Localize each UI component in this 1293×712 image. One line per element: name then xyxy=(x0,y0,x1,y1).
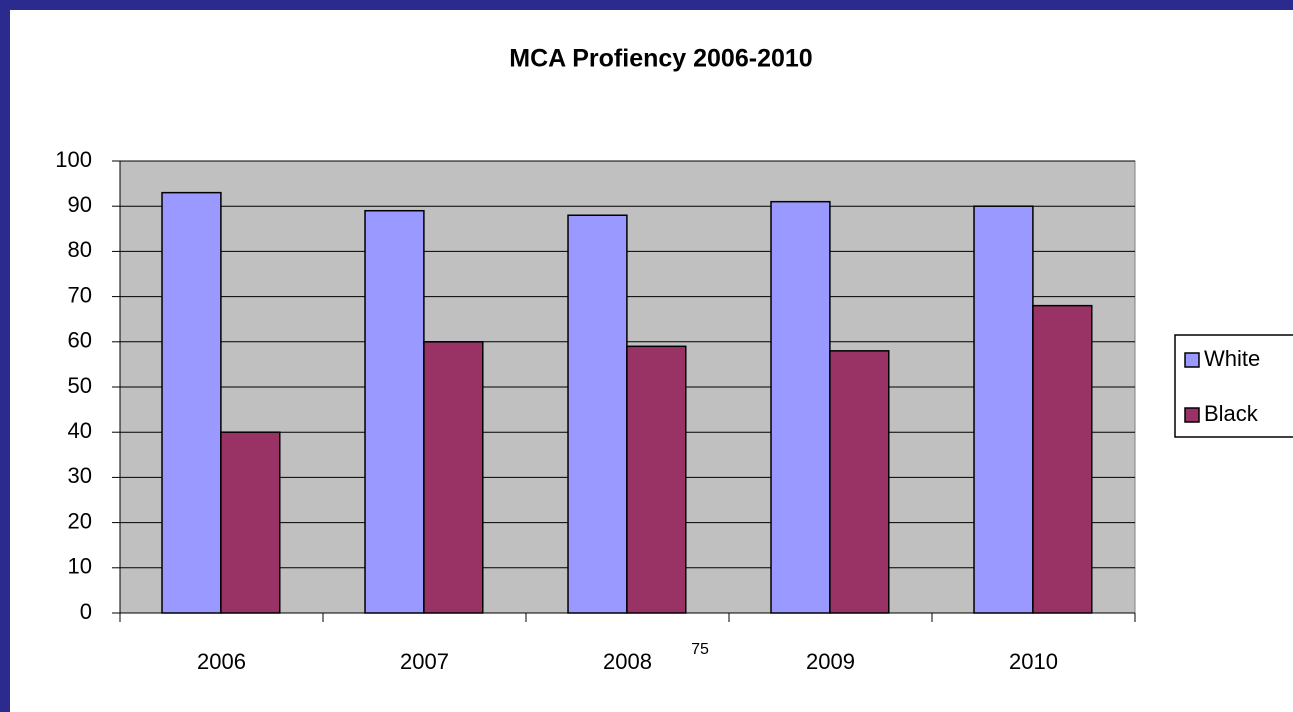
x-tick-label: 2007 xyxy=(400,649,449,674)
y-tick-label: 70 xyxy=(68,282,92,307)
bar xyxy=(1032,304,1093,614)
bar xyxy=(364,209,425,614)
bar xyxy=(567,214,628,614)
x-tick-label: 2006 xyxy=(197,649,246,674)
legend-label: White xyxy=(1204,346,1260,371)
bar xyxy=(220,431,281,614)
y-tick-label: 100 xyxy=(55,147,92,172)
y-tick-label: 40 xyxy=(68,418,92,443)
y-tick-label: 60 xyxy=(68,328,92,353)
legend-label: Black xyxy=(1204,401,1259,426)
bar xyxy=(626,345,687,614)
chart-title: MCA Profiency 2006-2010 xyxy=(509,45,812,73)
slide-number: 75 xyxy=(691,641,709,658)
x-tick-label: 2010 xyxy=(1009,649,1058,674)
y-tick-label: 50 xyxy=(68,373,92,398)
x-tick-label: 2008 xyxy=(603,649,652,674)
legend-swatch xyxy=(1184,352,1200,368)
y-tick-label: 0 xyxy=(80,599,92,624)
bar xyxy=(423,341,484,614)
y-tick-label: 20 xyxy=(68,508,92,533)
bar xyxy=(161,191,222,614)
y-tick-label: 80 xyxy=(68,237,92,262)
y-tick-label: 30 xyxy=(68,463,92,488)
x-tick-label: 2009 xyxy=(806,649,855,674)
legend-swatch xyxy=(1184,407,1200,423)
bar xyxy=(973,205,1034,614)
bar xyxy=(829,350,890,614)
bar xyxy=(770,200,831,614)
y-tick-label: 10 xyxy=(68,554,92,579)
y-tick-label: 90 xyxy=(68,192,92,217)
